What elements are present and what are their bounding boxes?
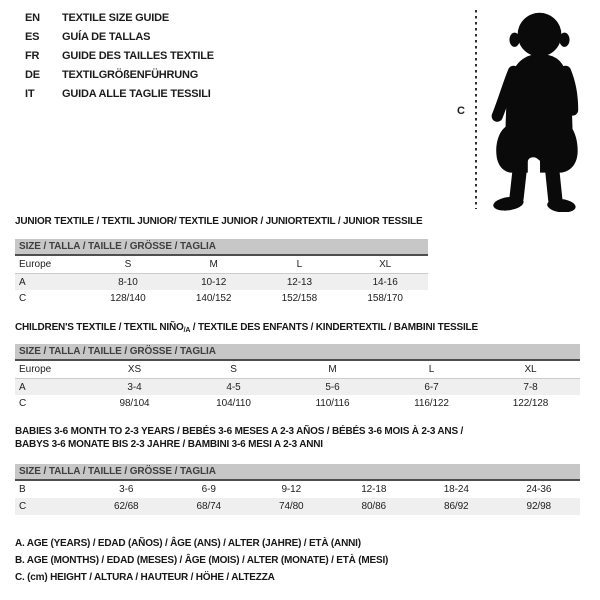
age-cell: 5-6 [325, 381, 340, 393]
baby-silhouette-icon [491, 12, 579, 212]
children-title-pre: CHILDREN'S TEXTILE / TEXTIL NIÑO [15, 322, 184, 333]
height-cell: 140/152 [195, 293, 232, 304]
guide-title-en: TEXTILE SIZE GUIDE [62, 11, 170, 24]
height-cell: 116/122 [414, 398, 449, 409]
height-cell: 80/86 [361, 501, 387, 512]
language-code: IT [25, 87, 35, 100]
height-cell: 86/92 [443, 501, 469, 512]
guide-title-de: TEXTILGRÖßENFÜHRUNG [62, 68, 199, 81]
children-title-post: / TEXTILE DES ENFANTS / KINDERTEXTIL / B… [190, 322, 478, 333]
size-header-label: SIZE / TALLA / TAILLE / GRÖSSE / TAGLIA [19, 346, 216, 357]
age-cell: 9-12 [281, 484, 302, 495]
children-section-title: CHILDREN'S TEXTILE / TEXTIL NIÑO/A / TEX… [15, 322, 478, 334]
babies-size-table: SIZE / TALLA / TAILLE / GRÖSSE / TAGLIA … [15, 464, 580, 515]
language-code: FR [25, 49, 40, 62]
size-cell: XL [524, 364, 537, 375]
language-row-de: DE TEXTILGRÖßENFÜHRUNG [25, 65, 214, 84]
row-label: A [19, 381, 26, 393]
size-cell: XS [127, 364, 142, 375]
junior-section-title: JUNIOR TEXTILE / TEXTIL JUNIOR/ TEXTILE … [15, 216, 423, 227]
babies-title-line1: BABIES 3-6 MONTH TO 2-3 YEARS / BEBÉS 3-… [15, 426, 464, 437]
height-cell: 110/116 [315, 398, 350, 409]
legend-footnotes: A. AGE (YEARS) / EDAD (AÑOS) / ÂGE (ANS)… [15, 535, 388, 586]
language-row-it: IT GUIDA ALLE TAGLIE TESSILI [25, 84, 214, 103]
height-cell: 122/128 [512, 398, 549, 409]
footnote-height-cm: C. (cm) HEIGHT / ALTURA / HAUTEUR / HÖHE… [15, 572, 275, 583]
guide-title-it: GUIDA ALLE TAGLIE TESSILI [62, 87, 211, 100]
row-label: C [19, 501, 27, 512]
height-cell: 68/74 [196, 501, 222, 512]
footnote-age-years: A. AGE (YEARS) / EDAD (AÑOS) / ÂGE (ANS)… [15, 538, 361, 549]
age-cell: 18-24 [443, 484, 469, 495]
guide-title-fr: GUIDE DES TAILLES TEXTILE [62, 49, 214, 62]
height-cell: 128/140 [110, 293, 146, 304]
table-row-height: C 98/104 104/110 110/116 116/122 122/128 [15, 395, 580, 412]
height-measure-label: C [457, 105, 465, 117]
age-cell: 7-8 [523, 381, 538, 393]
row-label: C [19, 398, 27, 409]
height-dotted-line [475, 10, 477, 209]
size-cell: S [230, 364, 237, 375]
height-cell: 62/68 [113, 501, 139, 512]
height-cell: 104/110 [216, 398, 251, 409]
guide-title-es: GUÍA DE TALLAS [62, 30, 151, 43]
size-cell: M [209, 259, 218, 270]
row-label: C [19, 293, 27, 304]
junior-size-table: SIZE / TALLA / TAILLE / GRÖSSE / TAGLIA … [15, 239, 428, 307]
table-row-europe: Europe XS S M L XL [15, 361, 580, 379]
row-label: Europe [19, 364, 52, 375]
row-label: B [19, 484, 26, 495]
age-cell: 12-13 [286, 276, 312, 288]
table-row-age-months: B 3-6 6-9 9-12 12-18 18-24 24-36 [15, 481, 580, 498]
language-code: DE [25, 68, 40, 81]
height-cell: 158/170 [367, 293, 403, 304]
age-cell: 14-16 [372, 276, 398, 288]
size-header-bar: SIZE / TALLA / TAILLE / GRÖSSE / TAGLIA [15, 464, 580, 481]
children-size-table: SIZE / TALLA / TAILLE / GRÖSSE / TAGLIA … [15, 344, 580, 412]
row-label: Europe [19, 259, 52, 270]
age-cell: 8-10 [118, 276, 138, 288]
height-cell: 98/104 [119, 398, 150, 409]
language-title-list: EN TEXTILE SIZE GUIDE ES GUÍA DE TALLAS … [25, 8, 214, 103]
language-code: ES [25, 30, 40, 43]
size-cell: M [328, 364, 337, 375]
footnote-age-months: B. AGE (MONTHS) / EDAD (MESES) / ÂGE (MO… [15, 555, 389, 566]
table-row-age: A 8-10 10-12 12-13 14-16 [15, 274, 428, 290]
age-cell: 12-18 [361, 484, 387, 495]
row-label: A [19, 276, 26, 288]
babies-section-title: BABIES 3-6 MONTH TO 2-3 YEARS / BEBÉS 3-… [15, 426, 463, 451]
table-row-europe: Europe S M L XL [15, 256, 428, 274]
babies-title-line2: BABYS 3-6 MONATE BIS 2-3 JAHRE / BAMBINI… [15, 438, 323, 450]
age-cell: 6-9 [201, 484, 216, 495]
height-cell: 152/158 [281, 293, 318, 304]
table-row-age: A 3-4 4-5 5-6 6-7 7-8 [15, 379, 580, 395]
baby-height-figure: C [450, 4, 600, 216]
age-cell: 6-7 [424, 381, 439, 393]
age-cell: 4-5 [226, 381, 241, 393]
language-row-es: ES GUÍA DE TALLAS [25, 27, 214, 46]
height-cell: 92/98 [526, 501, 552, 512]
children-title-subscript: /A [183, 327, 191, 334]
size-header-bar: SIZE / TALLA / TAILLE / GRÖSSE / TAGLIA [15, 344, 580, 361]
age-cell: 24-36 [526, 484, 552, 495]
size-cell: S [124, 259, 132, 270]
table-row-height: C 62/68 68/74 74/80 80/86 86/92 92/98 [15, 498, 580, 515]
age-cell: 3-6 [119, 484, 134, 495]
size-header-label: SIZE / TALLA / TAILLE / GRÖSSE / TAGLIA [19, 241, 216, 252]
size-header-label: SIZE / TALLA / TAILLE / GRÖSSE / TAGLIA [19, 466, 216, 477]
age-cell: 10-12 [201, 276, 227, 288]
table-row-height: C 128/140 140/152 152/158 158/170 [15, 290, 428, 307]
size-header-bar: SIZE / TALLA / TAILLE / GRÖSSE / TAGLIA [15, 239, 428, 256]
height-cell: 74/80 [278, 501, 304, 512]
language-row-en: EN TEXTILE SIZE GUIDE [25, 8, 214, 27]
size-cell: L [296, 259, 303, 270]
language-code: EN [25, 11, 40, 24]
language-row-fr: FR GUIDE DES TAILLES TEXTILE [25, 46, 214, 65]
size-cell: L [428, 364, 435, 375]
age-cell: 3-4 [127, 381, 142, 393]
size-cell: XL [379, 259, 392, 270]
